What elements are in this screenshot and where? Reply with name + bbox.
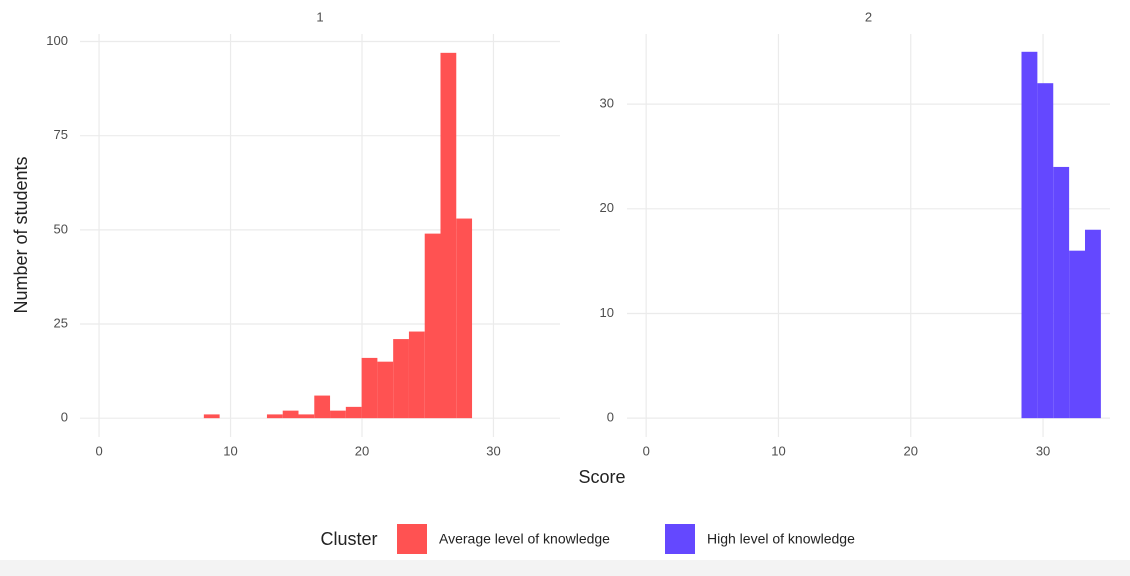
histogram-bar bbox=[393, 339, 409, 419]
y-tick-label: 30 bbox=[600, 96, 614, 111]
histogram-bar bbox=[1053, 166, 1070, 419]
y-tick-label: 0 bbox=[61, 410, 68, 425]
x-tick-label: 10 bbox=[771, 443, 785, 458]
histogram-bar bbox=[1069, 250, 1085, 419]
histogram-bar bbox=[456, 218, 473, 419]
histogram-bar bbox=[203, 414, 220, 419]
x-tick-label: 20 bbox=[355, 443, 369, 458]
legend-title: Cluster bbox=[320, 529, 377, 549]
histogram-bar bbox=[1037, 83, 1054, 419]
histogram-bar bbox=[1021, 51, 1038, 419]
histogram-bar bbox=[282, 410, 299, 419]
y-tick-label: 75 bbox=[54, 127, 68, 142]
x-tick-label: 30 bbox=[1036, 443, 1050, 458]
legend-label: Average level of knowledge bbox=[439, 531, 610, 547]
y-tick-label: 20 bbox=[600, 200, 614, 215]
x-axis-label: Score bbox=[578, 467, 625, 487]
x-tick-label: 0 bbox=[643, 443, 650, 458]
y-tick-label: 10 bbox=[600, 305, 614, 320]
y-axis-label: Number of students bbox=[11, 156, 31, 313]
y-tick-label: 0 bbox=[607, 410, 614, 425]
histogram-bar bbox=[330, 410, 346, 419]
histogram-bar bbox=[424, 233, 441, 419]
histogram-bar bbox=[361, 357, 378, 419]
x-tick-label: 10 bbox=[223, 443, 237, 458]
legend-label: High level of knowledge bbox=[707, 531, 855, 547]
y-tick-label: 25 bbox=[54, 315, 68, 330]
histogram-bar bbox=[298, 414, 315, 419]
histogram-bar bbox=[1084, 229, 1101, 419]
x-tick-label: 0 bbox=[95, 443, 102, 458]
facet-title: 2 bbox=[865, 9, 872, 24]
legend-swatch bbox=[397, 524, 427, 554]
x-tick-label: 20 bbox=[904, 443, 918, 458]
histogram-bar bbox=[377, 361, 394, 419]
histogram-bar bbox=[266, 414, 283, 419]
x-tick-label: 30 bbox=[486, 443, 500, 458]
bottom-band bbox=[0, 560, 1130, 576]
histogram-bar bbox=[440, 52, 457, 419]
y-tick-label: 50 bbox=[54, 221, 68, 236]
histogram-bar bbox=[408, 331, 425, 419]
facet-title: 1 bbox=[316, 9, 323, 24]
histogram-bar bbox=[314, 395, 331, 419]
y-tick-label: 100 bbox=[46, 33, 68, 48]
histogram-bar bbox=[345, 406, 362, 419]
legend-swatch bbox=[665, 524, 695, 554]
